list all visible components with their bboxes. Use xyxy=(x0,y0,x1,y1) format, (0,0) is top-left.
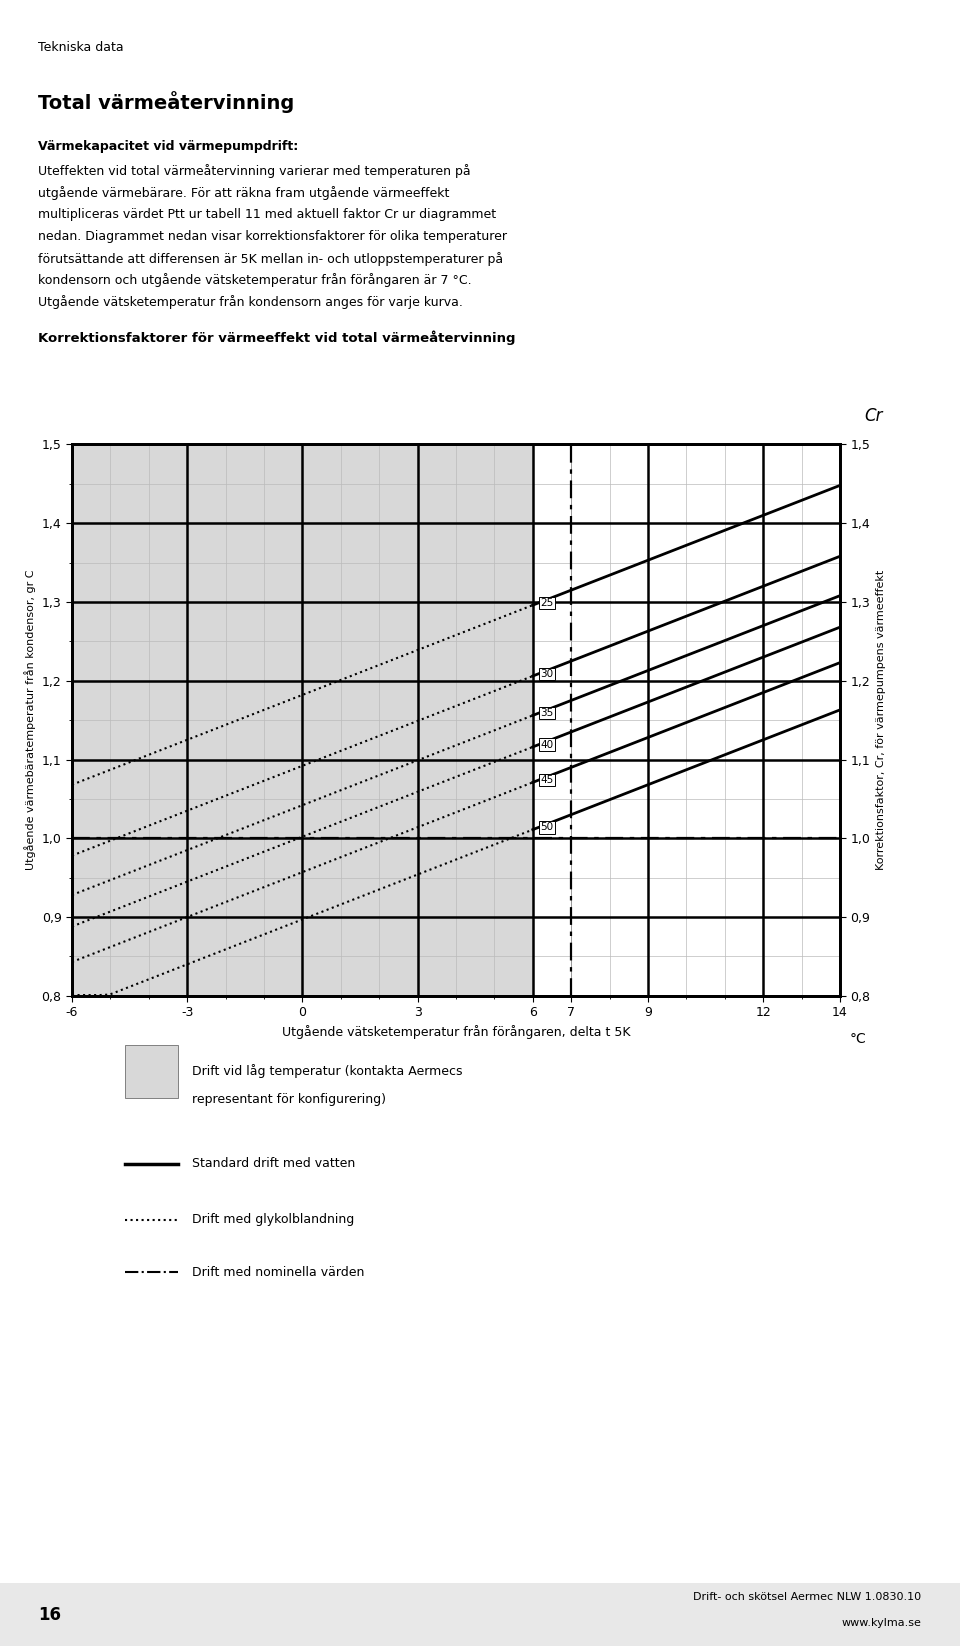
Text: multipliceras värdet Ptt ur tabell 11 med aktuell faktor Cr ur diagrammet: multipliceras värdet Ptt ur tabell 11 me… xyxy=(38,207,496,221)
Text: Standard drift med vatten: Standard drift med vatten xyxy=(192,1157,355,1170)
Text: nedan. Diagrammet nedan visar korrektionsfaktorer för olika temperaturer: nedan. Diagrammet nedan visar korrektion… xyxy=(38,230,508,244)
Text: Utgående vätsketemperatur från kondensorn anges för varje kurva.: Utgående vätsketemperatur från kondensor… xyxy=(38,295,464,309)
Text: 50: 50 xyxy=(540,823,554,833)
Text: kondensorn och utgående vätsketemperatur från förångaren är 7 °C.: kondensorn och utgående vätsketemperatur… xyxy=(38,273,472,288)
Bar xyxy=(72,444,533,996)
Text: °C: °C xyxy=(850,1032,866,1047)
Text: förutsättande att differensen är 5K mellan in- och utloppstemperaturer på: förutsättande att differensen är 5K mell… xyxy=(38,252,504,265)
Text: Drift vid låg temperatur (kontakta Aermecs: Drift vid låg temperatur (kontakta Aerme… xyxy=(192,1063,463,1078)
Text: Uteffekten vid total värmeåtervinning varierar med temperaturen på: Uteffekten vid total värmeåtervinning va… xyxy=(38,165,471,178)
Text: Cr: Cr xyxy=(865,407,883,425)
Text: 25: 25 xyxy=(540,597,554,607)
Text: 45: 45 xyxy=(540,775,554,785)
Text: Korrektionsfaktorer för värmeeffekt vid total värmeåtervinning: Korrektionsfaktorer för värmeeffekt vid … xyxy=(38,331,516,344)
Text: Drift med glykolblandning: Drift med glykolblandning xyxy=(192,1213,354,1226)
Text: 16: 16 xyxy=(38,1606,61,1623)
Text: Drift med nominella värden: Drift med nominella värden xyxy=(192,1266,365,1279)
Text: Total värmeåtervinning: Total värmeåtervinning xyxy=(38,91,295,112)
Text: representant för konfigurering): representant för konfigurering) xyxy=(192,1093,386,1106)
Text: 40: 40 xyxy=(540,739,554,749)
Bar xyxy=(533,444,840,996)
Text: www.kylma.se: www.kylma.se xyxy=(842,1618,922,1628)
Text: Värmekapacitet vid värmepumpdrift:: Värmekapacitet vid värmepumpdrift: xyxy=(38,140,299,153)
Text: 30: 30 xyxy=(540,668,554,678)
Text: 35: 35 xyxy=(540,708,554,718)
Y-axis label: Korrektionsfaktor, Cr, för värmepumpens värmeeffekt: Korrektionsfaktor, Cr, för värmepumpens … xyxy=(876,570,886,871)
Text: Tekniska data: Tekniska data xyxy=(38,41,124,54)
Y-axis label: Utgående värmebäratemperatur från kondensor, gr C: Utgående värmebäratemperatur från konden… xyxy=(24,570,36,871)
Text: Drift- och skötsel Aermec NLW 1.0830.10: Drift- och skötsel Aermec NLW 1.0830.10 xyxy=(693,1592,922,1602)
X-axis label: Utgående vätsketemperatur från förångaren, delta t 5K: Utgående vätsketemperatur från förångare… xyxy=(281,1025,631,1039)
Text: utgående värmebärare. För att räkna fram utgående värmeeffekt: utgående värmebärare. För att räkna fram… xyxy=(38,186,450,201)
